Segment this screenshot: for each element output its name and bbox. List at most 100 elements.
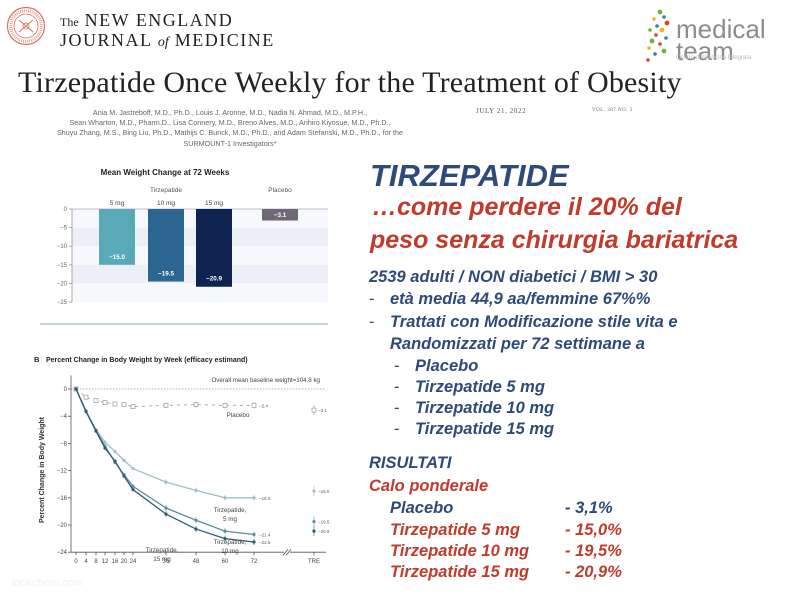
slide-subheading-line2: peso senza chirurgia bariatrica [370,226,739,254]
logo-dot [654,33,658,37]
series-name-label: 5 mg [223,516,237,523]
bullet-dash: - [394,378,400,396]
baseline-annotation: Overall mean baseline weight=104.8 kg [211,377,320,384]
series-placebo [73,386,317,416]
data-point [223,496,227,500]
result-value-5mg: - 15,0% [565,521,622,539]
bar-15-mg [196,209,232,287]
data-point [74,387,78,391]
y-tick-label: −24 [57,550,68,556]
result-value-placebo: - 3,1% [565,499,613,517]
tre-value-label: −15.0 [318,489,330,494]
data-point [194,518,198,522]
tre-value-label: −20.9 [318,529,330,534]
logo-dot [664,36,668,40]
journal-name-line1: The NEW ENGLAND [60,10,233,31]
data-point [193,402,199,407]
bullet-dash: - [394,357,400,375]
nejm-seal-logo [6,6,46,46]
data-point [112,401,118,407]
publication-date: JULY 21, 2022 [476,107,527,115]
x-tick-label: 0 [74,559,78,565]
results-subheading: Calo ponderale [369,477,489,495]
data-point [102,400,108,405]
logo-dot [653,52,657,56]
data-point [122,474,126,478]
x-tick-label: 20 [121,559,128,565]
category-label: 5 mg [110,200,125,207]
data-point [103,446,107,450]
logo-dot [649,38,655,44]
result-label-15mg: Tirzepatide 15 mg [390,563,530,581]
bar-value-label: −20.9 [206,276,222,283]
y-tick-label: 0 [64,387,68,393]
y-axis-label: Percent Change in Body Weight [39,416,46,523]
series-name-label: 10 mg [221,548,239,555]
journal-of: of [157,35,169,50]
article-title: Tirzepatide Once Weekly for the Treatmen… [18,66,682,99]
category-label: 15 mg [205,200,223,207]
data-point [252,540,256,544]
bar-value-label: −3.1 [274,212,287,219]
y-tick-label: −15 [57,263,68,269]
author-line: Shuyu Zhang, M.S., Bing Liu, Ph.D., Math… [57,128,403,138]
series-name-label: Placebo [227,412,250,419]
bullet-continuation: Randomizzati per 72 settimane a [390,335,645,353]
result-label-10mg: Tirzepatide 10 mg [390,542,530,560]
series-end-label: −22.5 [259,540,271,545]
series-end-label: −16.0 [259,496,271,501]
x-tick-label: TRE [308,559,320,565]
result-label-placebo: Placebo [390,499,454,517]
logo-dot [652,17,656,21]
logo-dot [657,9,663,15]
data-point [83,394,89,400]
journal-medicine: MEDICINE [174,30,275,50]
data-point [223,529,227,533]
series-name-label: 15 mg [153,556,171,563]
y-tick-label: −8 [60,441,68,447]
medical-team-logo: medical team [640,8,800,68]
data-point [163,402,169,408]
tre-point [312,520,316,524]
x-tick-label: 4 [84,559,88,565]
data-point [164,506,168,510]
data-point [164,480,168,484]
data-point [131,466,135,471]
series-end-label: −21.4 [259,533,271,538]
bar-value-label: −15.0 [109,254,125,261]
data-point [130,404,136,410]
x-tick-label: 48 [193,559,200,565]
tre-value-label: −19.5 [318,520,330,525]
y-tick-label: −4 [60,414,68,420]
chart-title: Percent Change in Body Weight by Week (e… [46,357,248,364]
journal-journal: JOURNAL [60,30,152,50]
y-tick-label: −5 [60,226,68,232]
bullet-dash: - [394,399,400,417]
data-point [252,496,256,500]
journal-name-line2: JOURNAL of MEDICINE [60,30,275,51]
arm-item: - Tirzepatide 15 mg [394,420,554,439]
author-line: Ania M. Jastreboff, M.D., Ph.D., Louis J… [92,108,368,117]
data-point [164,512,168,516]
data-point [122,458,126,462]
series-name-label: Tirzepatide, [214,539,247,546]
series-tirzepatide-15-mg [74,387,316,545]
arm-label: Tirzepatide 10 mg [415,399,555,417]
logo-word-team: team [676,36,734,66]
bullet-dash: - [394,420,400,438]
y-tick-label: −20 [57,523,68,529]
data-point [103,440,107,444]
result-value-15mg: - 20,9% [565,563,622,581]
slide-subheading-line1: …come perdere il 20% del [372,193,682,221]
population-summary: 2539 adulti / NON diabetici / BMI > 30 [369,268,658,286]
series-name-label: Tirzepatide, [146,547,179,554]
y-tick-label: −20 [57,281,68,287]
axis-break-mark [282,548,289,556]
data-point [194,488,198,492]
group-label-tirzepatide: Tirzepatide [150,187,182,194]
series-name-label: Tirzepatide, [214,507,247,514]
data-point [252,532,256,537]
logo-dot [647,46,651,50]
panel-label: B [34,355,40,364]
data-point [131,484,135,488]
